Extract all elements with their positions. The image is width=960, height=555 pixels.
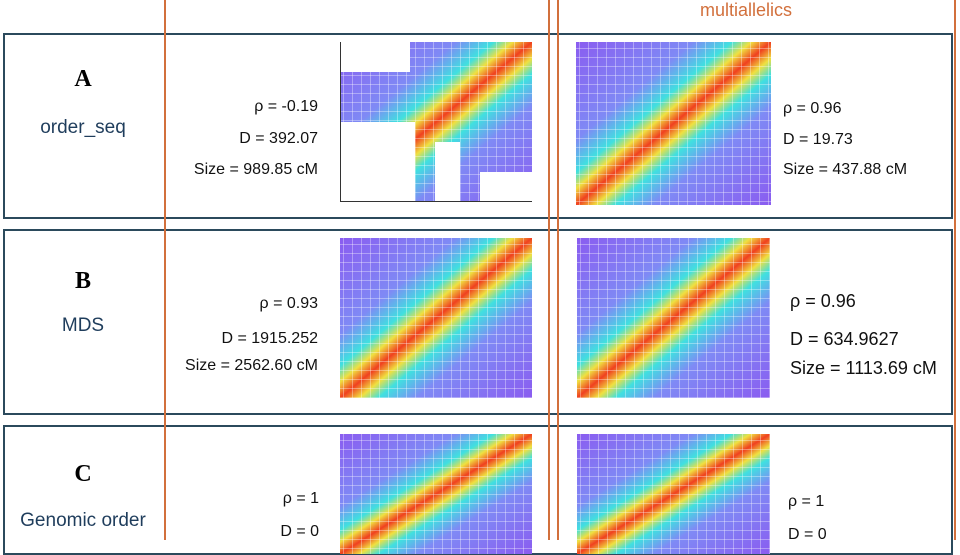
row-letter: B [74, 268, 91, 294]
column-divider [164, 0, 166, 540]
stat: Size = 437.88 cM [783, 161, 908, 178]
row-box [3, 33, 953, 219]
column-divider [548, 0, 550, 540]
stat: D = 0 [280, 523, 319, 540]
heatmap-part [480, 172, 532, 202]
column-divider [557, 0, 559, 540]
stat: D = 19.73 [783, 131, 853, 148]
heatmap-part [340, 434, 532, 554]
row-method: Genomic order [20, 510, 146, 531]
heatmap-part [577, 238, 770, 398]
heatmap [340, 238, 532, 398]
stat: ρ = 0.96 [783, 100, 842, 117]
stat: ρ = -0.19 [254, 98, 318, 115]
heatmap-part [340, 42, 410, 72]
row-method: MDS [61, 315, 105, 336]
stat: D = 0 [788, 526, 827, 543]
stat: Size = 2562.60 cM [185, 357, 318, 374]
heatmap [577, 434, 770, 554]
figure: multiallelics A order_seq ρ = -0.19 D = … [3, 0, 956, 555]
stat: Size = 1113.69 cM [790, 358, 937, 378]
stat: Size = 989.85 cM [193, 161, 318, 178]
column-title: multiallelics [700, 0, 793, 20]
column-divider [954, 0, 956, 540]
heatmap-part [340, 201, 532, 202]
heatmap [340, 42, 532, 202]
stat: D = 1915.252 [221, 330, 318, 347]
heatmap-part [435, 142, 460, 202]
row-method: order_seq [40, 117, 126, 138]
heatmap [340, 434, 532, 554]
stat: ρ = 1 [282, 490, 319, 507]
stat: ρ = 1 [788, 493, 825, 510]
heatmap-part [340, 122, 415, 202]
heatmap [577, 238, 770, 398]
row-box [3, 229, 953, 415]
row-letter: C [74, 461, 92, 487]
heatmap [576, 42, 771, 205]
stat: ρ = 0.93 [259, 295, 318, 312]
row-letter: A [74, 66, 92, 92]
stat: ρ = 0.96 [790, 291, 856, 311]
heatmap-part [340, 42, 341, 202]
stat: D = 634.9627 [790, 329, 899, 349]
stat: D = 392.07 [239, 130, 318, 147]
heatmap-part [340, 238, 532, 398]
heatmap-part [576, 42, 771, 205]
heatmap-part [577, 434, 770, 554]
